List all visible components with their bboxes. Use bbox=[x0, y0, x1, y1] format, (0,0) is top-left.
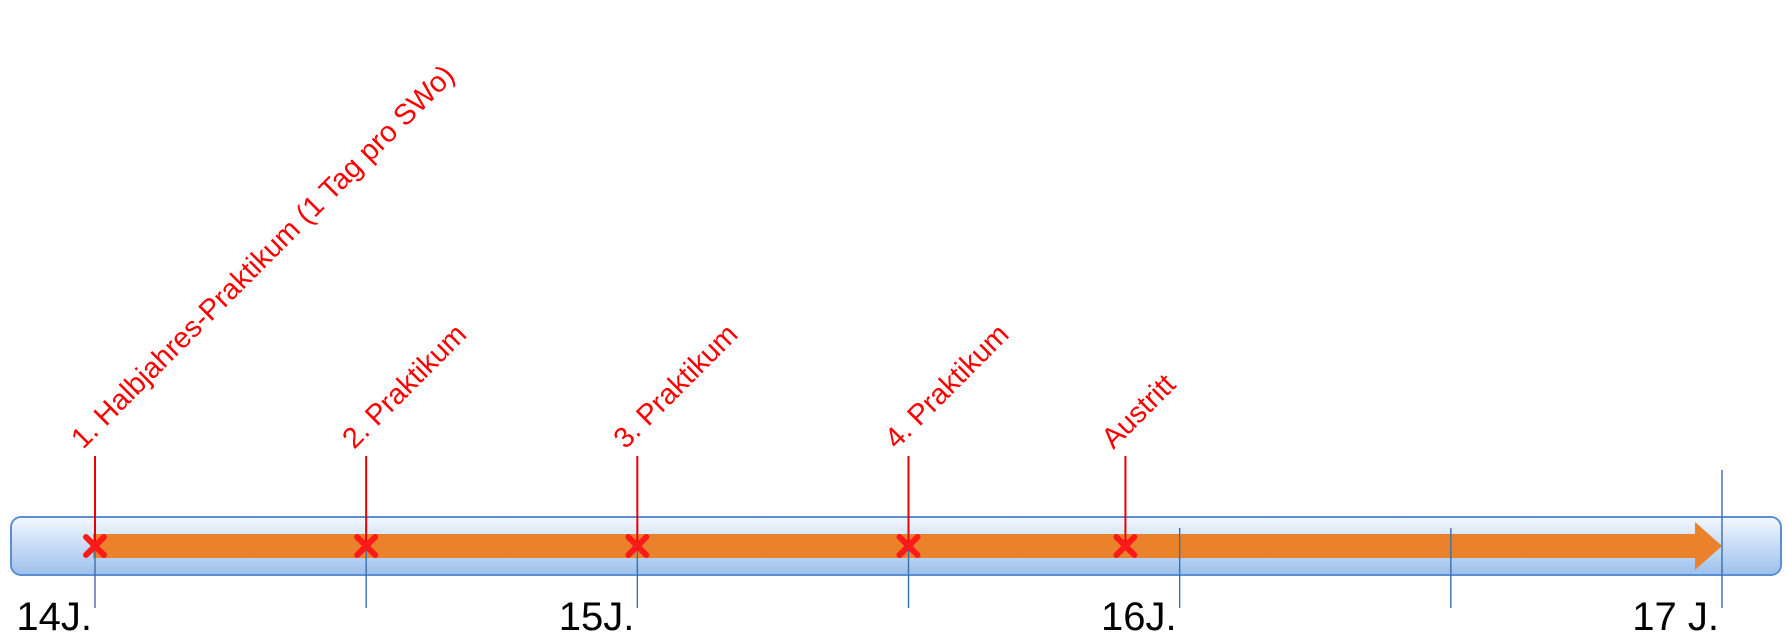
event-label: 3. Praktikum bbox=[608, 318, 745, 455]
event-marker-icon bbox=[896, 534, 921, 558]
year-label: 17 J. bbox=[1632, 595, 1719, 637]
year-label: 16J. bbox=[1101, 595, 1177, 637]
event-marker-icon bbox=[1113, 534, 1138, 558]
event-label: 4. Praktikum bbox=[879, 318, 1016, 455]
year-label: 15J. bbox=[559, 595, 635, 637]
event-markers: 1. Halbjahres-Praktikum (1 Tag pro SWo)2… bbox=[65, 59, 1182, 558]
progress-arrow-shaft bbox=[93, 534, 1696, 558]
year-label: 14J. bbox=[16, 595, 92, 637]
event-marker-icon bbox=[625, 534, 650, 558]
year-labels: 14J. 15J. 16J. 17 J. bbox=[16, 595, 1719, 637]
event-marker-icon bbox=[354, 534, 379, 558]
progress-arrow-head bbox=[1695, 522, 1722, 570]
event-label: 2. Praktikum bbox=[336, 318, 473, 455]
event-label: Austritt bbox=[1096, 369, 1182, 455]
event-marker-icon bbox=[83, 534, 107, 558]
